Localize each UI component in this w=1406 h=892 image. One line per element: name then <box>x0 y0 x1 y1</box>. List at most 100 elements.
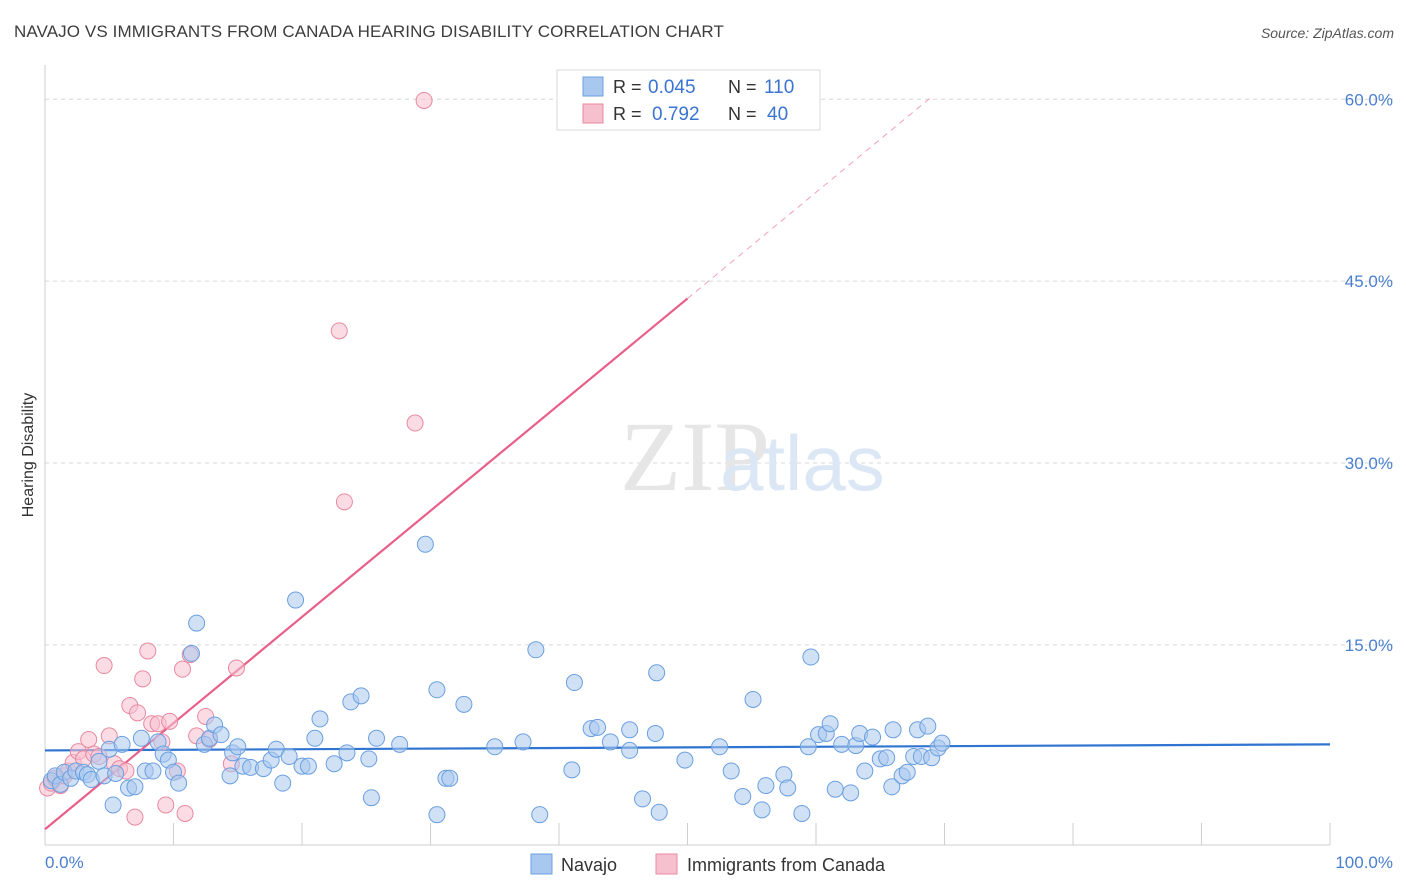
legend-navajo-swatch <box>530 853 553 875</box>
navajo-point <box>229 738 247 756</box>
navajo-point <box>306 729 324 747</box>
bottom-legend: Navajo Immigrants from Canada <box>530 853 886 875</box>
navajo-point <box>352 687 370 705</box>
canada-point <box>80 731 98 749</box>
navajo-point <box>621 741 639 759</box>
x-tick-label-min: 0.0% <box>45 853 84 872</box>
navajo-point <box>113 735 131 753</box>
navajo-point <box>182 644 200 662</box>
navajo-point <box>325 755 343 773</box>
navajo-point <box>634 790 652 808</box>
navajo-point <box>646 724 664 742</box>
stats-legend: R = 0.045 N = 110 R = 0.792 N = 40 <box>556 69 821 131</box>
navajo-point <box>441 769 459 787</box>
navajo-point <box>884 721 902 739</box>
navajo-point <box>826 780 844 798</box>
navajo-point <box>170 774 188 792</box>
navajo-point <box>883 778 901 796</box>
canada-point <box>129 704 147 722</box>
navajo-point <box>280 747 298 765</box>
navajo-point <box>864 728 882 746</box>
navajo-point <box>676 751 694 769</box>
navajo-r-value: 0.045 <box>648 77 696 98</box>
navajo-point <box>833 735 851 753</box>
navajo-point <box>132 729 150 747</box>
canada-point <box>161 712 179 730</box>
canada-r-label: R = <box>613 104 642 124</box>
navajo-point <box>793 804 811 822</box>
y-tick-label: 45.0% <box>1345 272 1393 291</box>
canada-point <box>126 808 144 826</box>
canada-point <box>330 322 348 340</box>
navajo-point <box>514 733 532 751</box>
navajo-trend-line <box>44 743 1331 752</box>
navajo-point <box>311 710 329 728</box>
navajo-point <box>531 806 549 824</box>
navajo-point <box>144 762 162 780</box>
legend-navajo-label: Navajo <box>561 855 617 875</box>
navajo-point <box>391 735 409 753</box>
navajo-point <box>104 796 122 814</box>
canada-point <box>227 659 245 677</box>
navajo-point <box>287 591 305 609</box>
canada-swatch <box>582 103 604 124</box>
canada-trend-extension <box>687 96 932 299</box>
navajo-point <box>368 729 386 747</box>
canada-point <box>134 670 152 688</box>
y-axis-label: Hearing Disability <box>20 393 37 518</box>
navajo-point <box>362 789 380 807</box>
navajo-point <box>107 764 125 782</box>
source-label: Source: ZipAtlas.com <box>1260 25 1394 41</box>
y-tick-label: 15.0% <box>1345 636 1393 655</box>
navajo-point <box>711 738 729 756</box>
navajo-point <box>274 774 292 792</box>
navajo-point <box>267 740 285 758</box>
chart-title: NAVAJO VS IMMIGRANTS FROM CANADA HEARING… <box>14 22 724 41</box>
canada-point <box>406 414 424 432</box>
navajo-point <box>744 690 762 708</box>
navajo-point <box>212 726 230 744</box>
navajo-point <box>799 738 817 756</box>
canada-point <box>176 804 194 822</box>
navajo-point <box>779 779 797 797</box>
navajo-point <box>734 787 752 805</box>
navajo-n-value: 110 <box>764 77 794 98</box>
navajo-point <box>856 762 874 780</box>
legend-canada-label: Immigrants from Canada <box>687 855 886 875</box>
navajo-point <box>221 767 239 785</box>
navajo-point <box>601 733 619 751</box>
navajo-point <box>802 648 820 666</box>
navajo-point <box>299 757 317 775</box>
watermark-zip: ZIP <box>620 401 770 512</box>
navajo-point <box>757 777 775 795</box>
navajo-point <box>338 744 356 762</box>
navajo-n-label: N = <box>728 77 757 97</box>
navajo-r-label: R = <box>613 77 642 97</box>
navajo-point <box>919 717 937 735</box>
navajo-point <box>360 750 378 768</box>
y-tick-label: 60.0% <box>1345 90 1393 109</box>
x-tick-label-max: 100.0% <box>1335 853 1393 872</box>
navajo-point <box>648 664 666 682</box>
canada-r-value: 0.792 <box>652 104 700 125</box>
navajo-point <box>821 715 839 733</box>
navajo-point <box>455 695 473 713</box>
navajo-point <box>621 721 639 739</box>
watermark-atlas: atlas <box>720 419 885 507</box>
canada-point <box>335 493 353 511</box>
navajo-point <box>650 803 668 821</box>
navajo-point <box>188 614 206 632</box>
navajo-point <box>428 681 446 699</box>
legend-canada-swatch <box>655 853 678 875</box>
navajo-point <box>416 535 434 553</box>
navajo-point <box>878 749 896 767</box>
navajo-point <box>898 763 916 781</box>
canada-point <box>415 91 433 109</box>
axes <box>44 65 1331 846</box>
navajo-point <box>933 734 951 752</box>
navajo-point <box>842 784 860 802</box>
navajo-point <box>565 674 583 692</box>
navajo-point <box>527 641 545 659</box>
canada-point <box>157 796 175 814</box>
